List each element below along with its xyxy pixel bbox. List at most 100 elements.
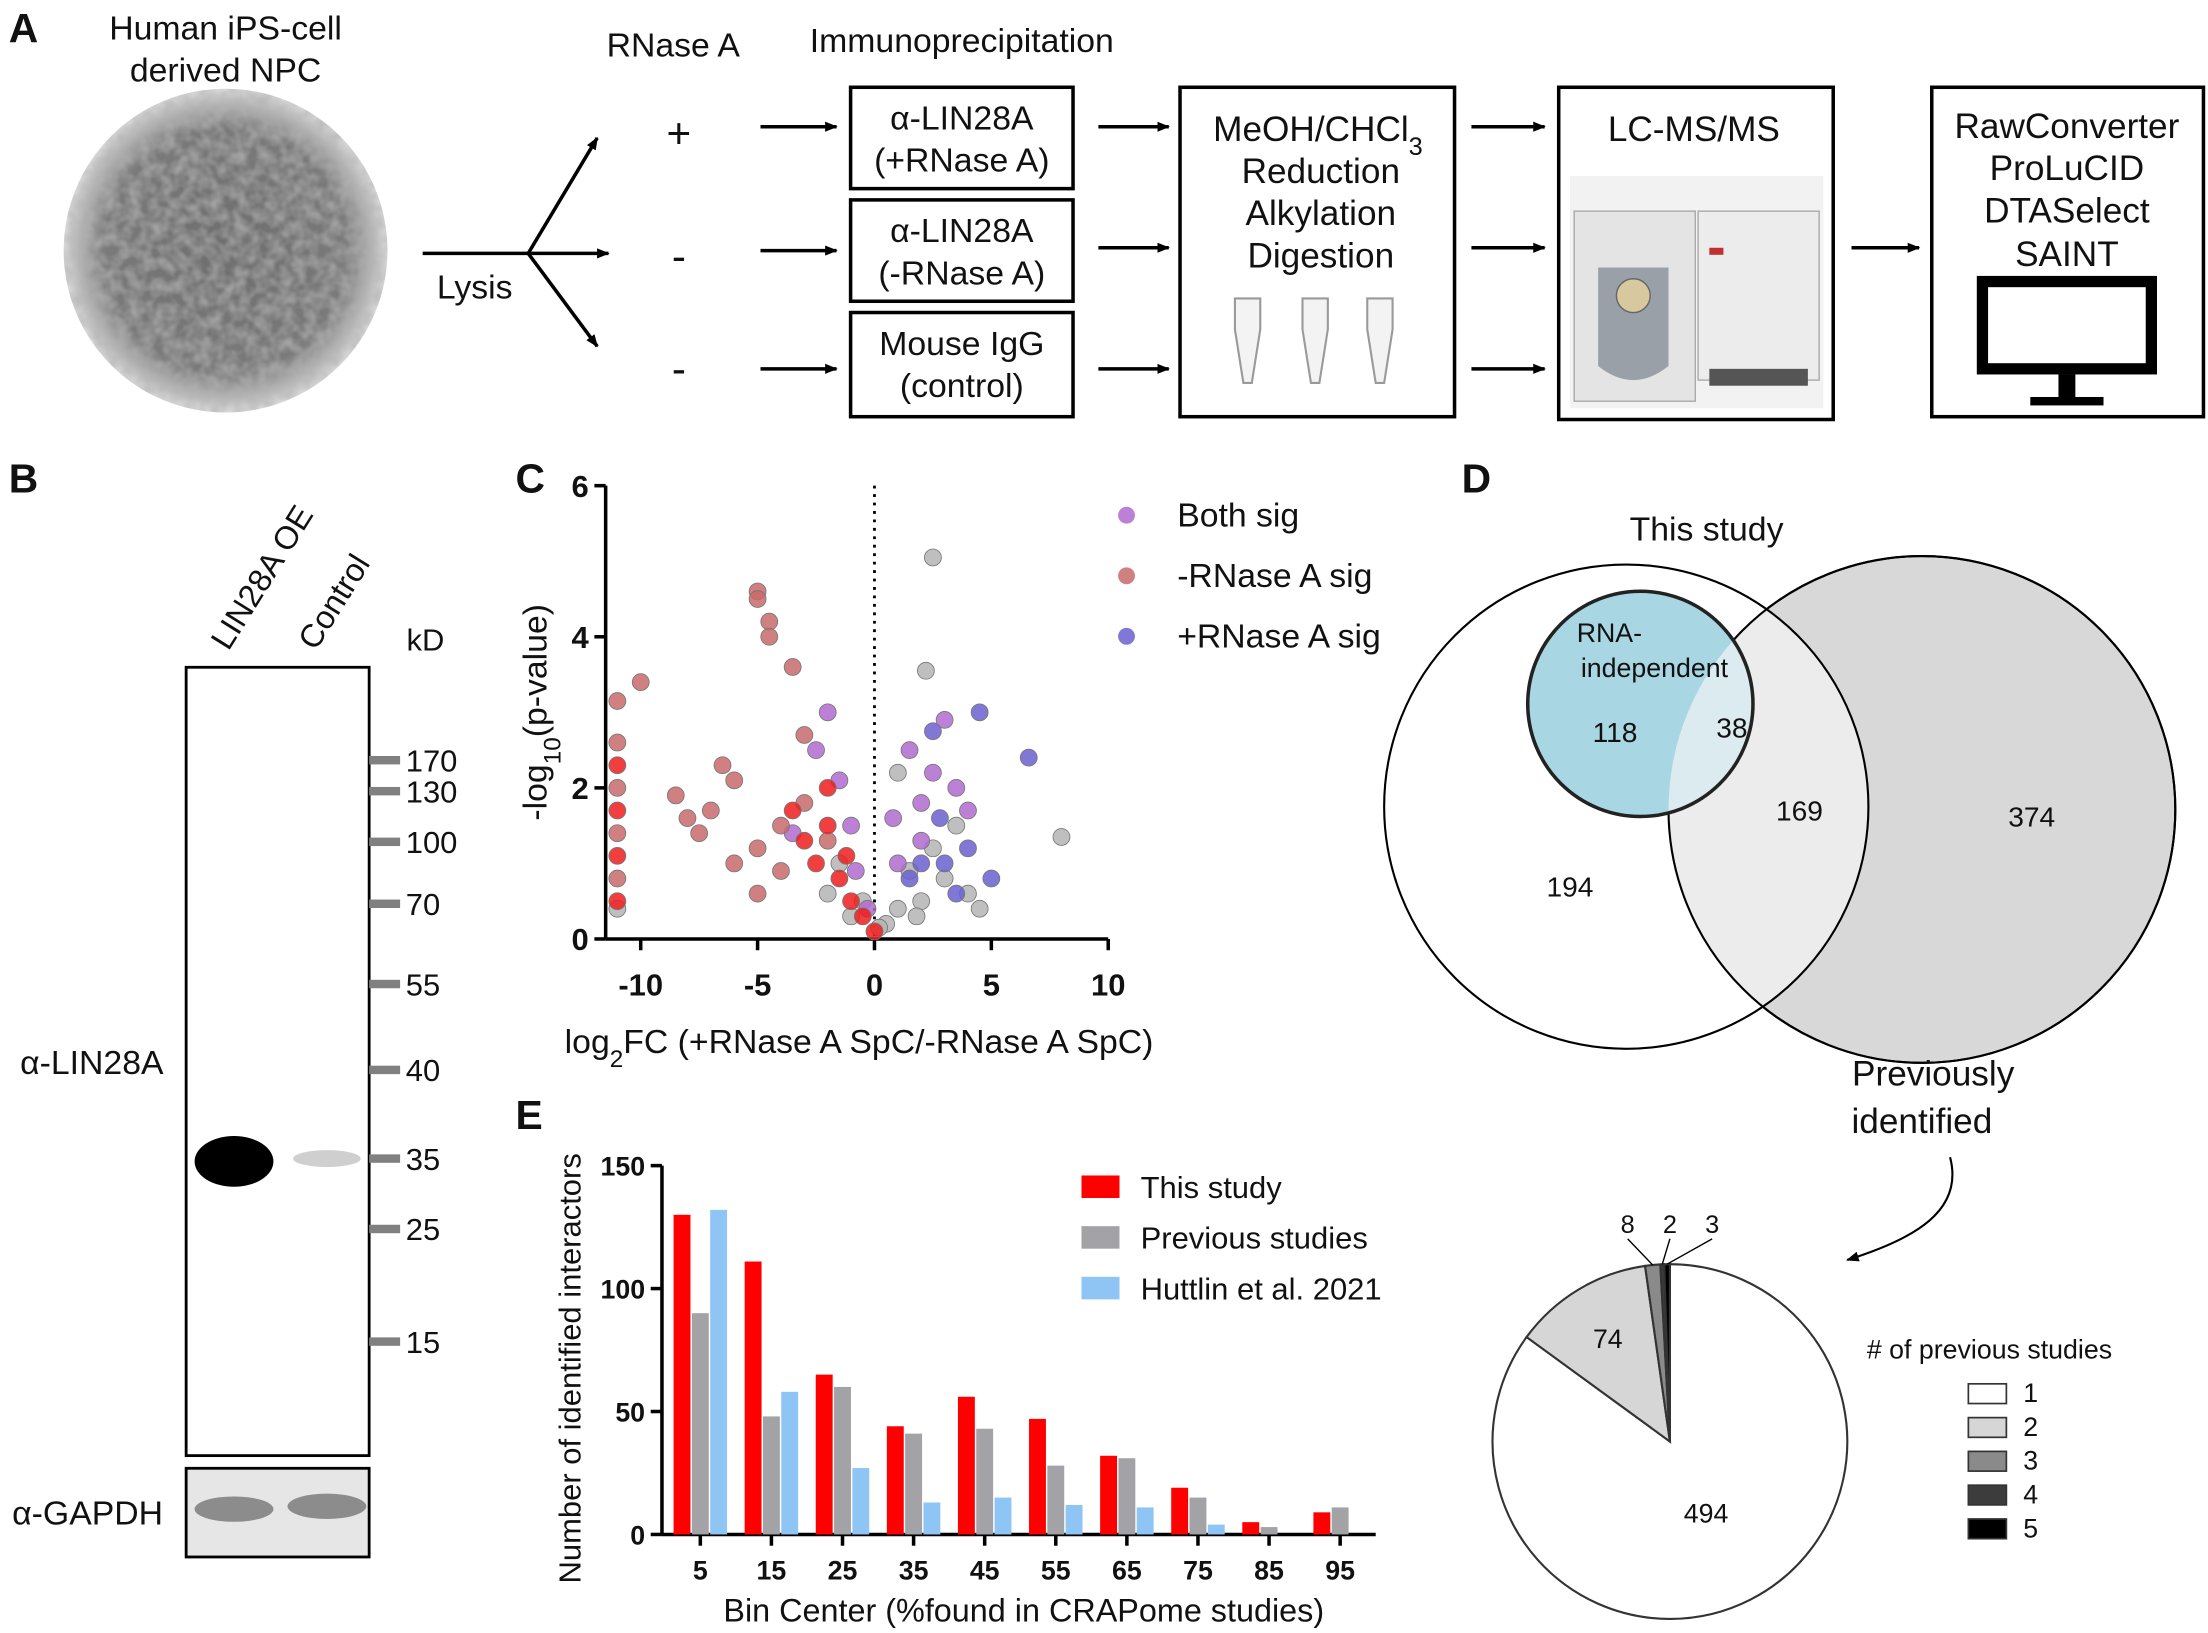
text-part: -log: [517, 764, 555, 820]
y-axis-label: Number of identified interactors: [552, 1153, 587, 1583]
bar: [1242, 1522, 1260, 1535]
software-label: SAINT: [2015, 235, 2119, 274]
bar: [744, 1261, 762, 1535]
point: [912, 831, 931, 850]
venn-label: RNA-: [1577, 618, 1642, 648]
unit-label: kD: [407, 622, 445, 657]
cell-label: derived NPC: [130, 52, 321, 90]
point: [713, 756, 732, 775]
point: [760, 612, 779, 631]
legend-label: Previous studies: [1141, 1221, 1368, 1256]
panel-label: A: [9, 5, 38, 51]
text-part: FC (+RNase A SpC/-RNase A SpC): [623, 1023, 1153, 1061]
sign: +: [667, 110, 692, 157]
arrow: [526, 136, 599, 255]
pie-label: 494: [1684, 1499, 1729, 1529]
point: [924, 722, 942, 741]
point: [924, 763, 942, 782]
bar: [781, 1391, 799, 1535]
leader-line: [1627, 1238, 1654, 1266]
point: [853, 907, 872, 926]
x-tick-label: 10: [1091, 967, 1125, 1002]
bar: [886, 1426, 904, 1535]
point: [935, 711, 954, 729]
point: [783, 801, 802, 820]
x-tick-label: 45: [970, 1556, 1000, 1586]
header: RNase A: [607, 26, 741, 64]
legend-title: # of previous studies: [1867, 1334, 2112, 1364]
point: [884, 809, 903, 827]
x-tick-label: 15: [757, 1556, 787, 1586]
legend-swatch: [1081, 1276, 1120, 1300]
point: [846, 862, 865, 880]
point: [907, 907, 926, 926]
legend-swatch: [1967, 1382, 2008, 1405]
point: [807, 741, 825, 759]
point: [959, 839, 977, 858]
panel-label: B: [9, 456, 38, 502]
bar: [1029, 1418, 1046, 1535]
marker-tick: [369, 1065, 401, 1075]
point: [912, 892, 931, 911]
software-label: RawConverter: [1954, 107, 2179, 146]
point: [725, 771, 744, 790]
point: [608, 801, 627, 820]
y-tick-label: 0: [572, 922, 589, 957]
instrument-right: [1697, 210, 1820, 381]
bar: [815, 1374, 833, 1535]
point: [982, 869, 1001, 888]
bar: [1189, 1497, 1207, 1535]
legend-swatch: [1118, 627, 1135, 645]
point: [608, 756, 627, 775]
monitor-base: [2030, 396, 2104, 406]
cell-disc: [63, 88, 388, 413]
y-tick-label: 6: [572, 469, 589, 504]
cell-image: [63, 88, 388, 413]
ip-label: α-LIN28A: [890, 100, 1034, 138]
leader-line: [1661, 1238, 1671, 1265]
bar: [1331, 1507, 1349, 1535]
point: [924, 548, 942, 567]
marker-label: 25: [406, 1212, 440, 1247]
venn-count: 38: [1716, 713, 1747, 744]
point: [1019, 748, 1038, 767]
instrument-source: [1615, 278, 1651, 314]
x-tick-label: 65: [1112, 1556, 1142, 1586]
marker-tick: [369, 1337, 401, 1346]
bar: [994, 1497, 1012, 1535]
venn-study-outline: [1383, 563, 1870, 1050]
band: [194, 1136, 274, 1187]
x-tick-label: 5: [983, 967, 1000, 1002]
point: [947, 779, 966, 797]
marker-label: 130: [406, 774, 458, 809]
point: [795, 831, 814, 850]
tube: [1233, 297, 1262, 384]
point: [818, 779, 837, 797]
marker-tick: [369, 899, 401, 909]
point: [865, 922, 884, 941]
instrument-logo: [1709, 247, 1724, 255]
point: [748, 884, 767, 903]
point: [842, 816, 860, 835]
venn-label: identified: [1851, 1102, 1992, 1141]
pie-label: 74: [1593, 1324, 1623, 1354]
marker-tick: [369, 979, 401, 989]
ip-box: [848, 198, 1075, 304]
antibody-label: α-LIN28A: [20, 1044, 164, 1082]
point: [888, 763, 907, 782]
point: [818, 831, 837, 850]
bar: [1100, 1455, 1118, 1535]
panel-label: D: [1462, 456, 1491, 502]
pie-slice: [1491, 1263, 1849, 1620]
pie-slice: [1663, 1263, 1671, 1442]
panel-label: C: [516, 456, 545, 502]
legend-swatch: [1967, 1450, 2008, 1472]
prep-label: Alkylation: [1245, 194, 1396, 233]
y-tick-label: 0: [630, 1520, 645, 1550]
header: Immunoprecipitation: [810, 22, 1114, 60]
lane-label: Control: [291, 548, 377, 656]
point: [970, 703, 989, 722]
legend-label: 4: [2023, 1479, 2038, 1509]
marker-label: 70: [406, 887, 440, 922]
